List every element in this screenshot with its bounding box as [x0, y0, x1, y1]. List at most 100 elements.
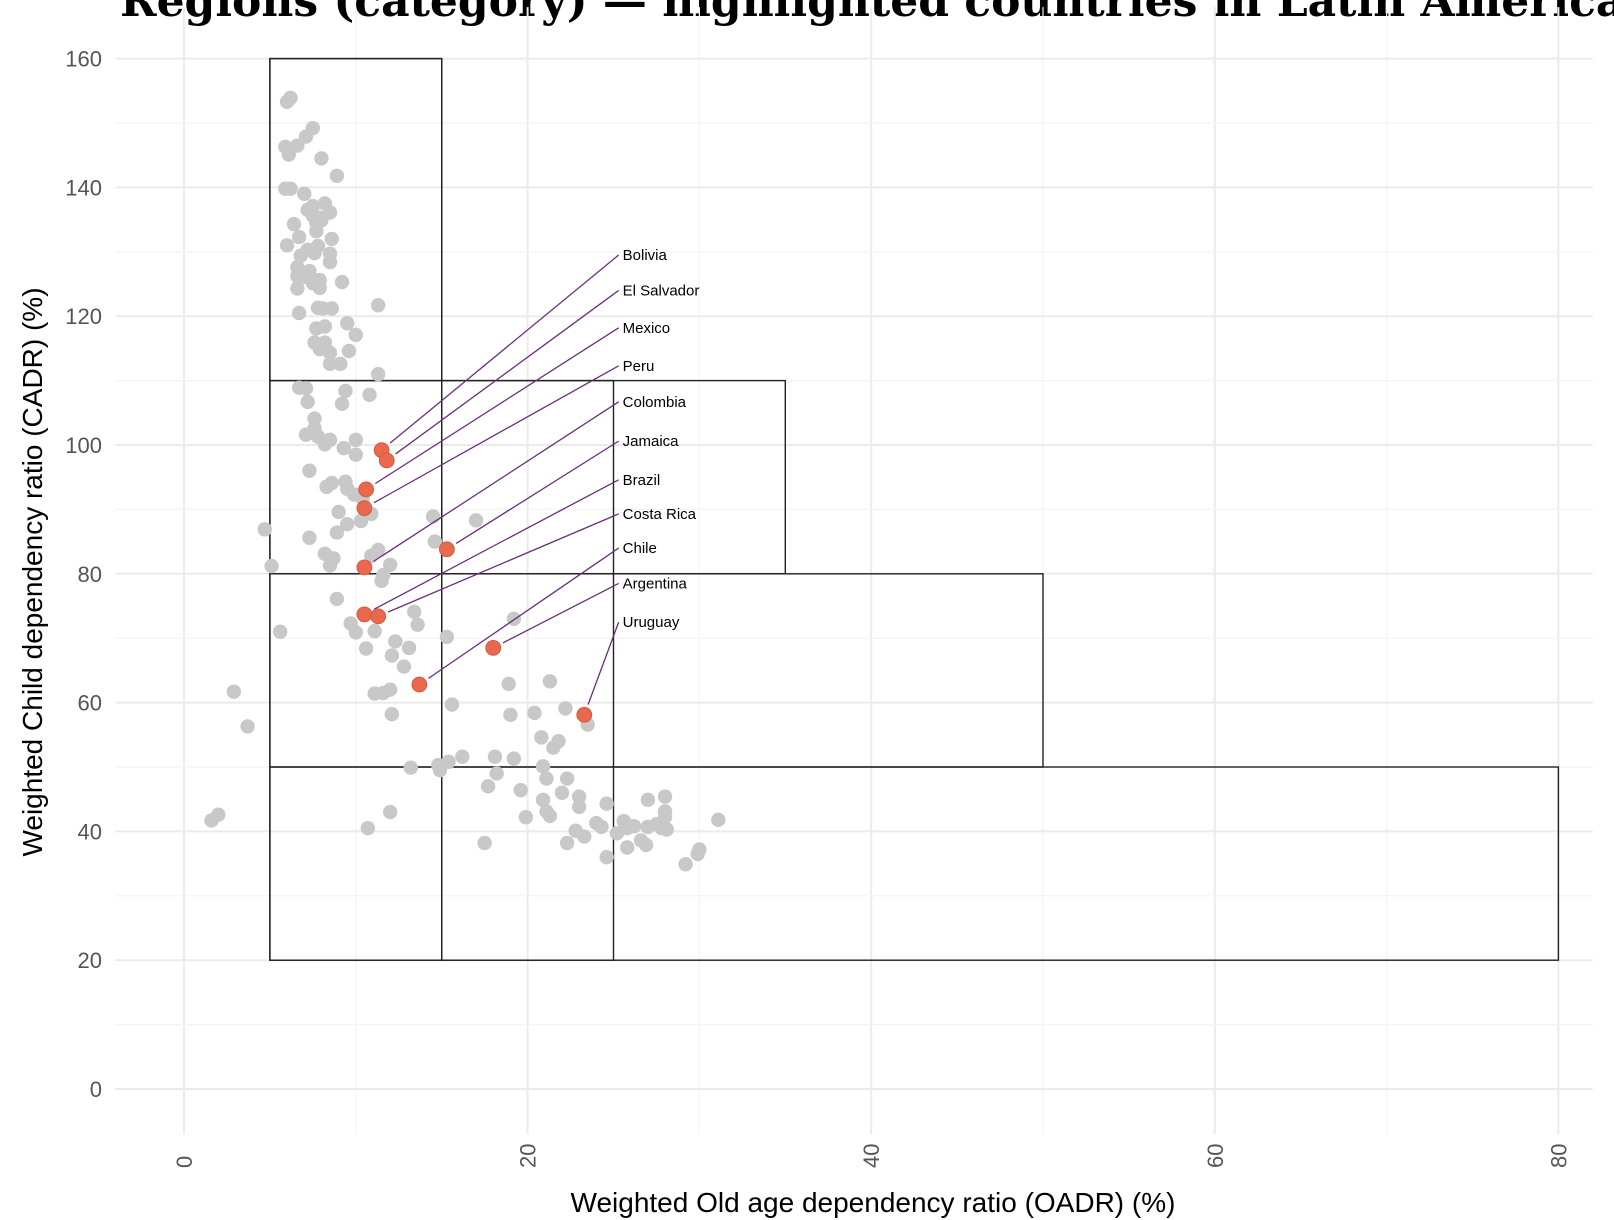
x-tick-label: 20 [516, 1144, 541, 1168]
y-axis-title: Weighted Child dependency ratio (CADR) (… [17, 287, 48, 856]
country-point [477, 835, 492, 851]
country-point [362, 387, 377, 402]
country-point [257, 522, 272, 537]
country-point [577, 829, 592, 844]
country-point [407, 604, 422, 619]
country-point [312, 280, 327, 296]
country-point [640, 819, 656, 835]
country-point [513, 782, 528, 798]
country-point [279, 238, 295, 253]
country-point [293, 248, 309, 263]
x-tick-label: 40 [859, 1144, 884, 1168]
country-label: Brazil [623, 472, 661, 489]
country-point [273, 624, 288, 639]
highlighted-point [370, 608, 387, 625]
leader-line [389, 254, 620, 444]
country-point [336, 441, 351, 456]
country-label: Uruguay [623, 614, 680, 631]
country-point [302, 530, 317, 545]
country-point [439, 629, 455, 645]
country-point [338, 383, 353, 399]
country-label: Costa Rica [623, 506, 697, 523]
country-point [348, 327, 363, 343]
highlighted-point [576, 706, 593, 723]
country-point [489, 766, 504, 781]
country-point [300, 394, 315, 410]
highlighted-point [411, 676, 428, 693]
country-point [638, 837, 654, 853]
country-point [518, 810, 534, 825]
label-leader-lines [373, 254, 620, 705]
country-point [546, 740, 561, 755]
leader-line [455, 440, 620, 545]
country-point [334, 396, 350, 411]
leader-line [395, 289, 620, 455]
country-point [364, 548, 379, 563]
country-point [291, 305, 307, 321]
country-point [348, 447, 363, 462]
y-tick-label: 120 [65, 304, 102, 329]
x-tick-label: 60 [1203, 1144, 1228, 1168]
country-point [374, 573, 389, 589]
country-point [329, 591, 345, 607]
country-label: Colombia [623, 394, 687, 411]
leader-line [388, 513, 619, 613]
country-point [542, 808, 558, 824]
country-point [535, 792, 551, 808]
y-tick-label: 100 [65, 433, 102, 458]
highlighted-point [485, 639, 502, 656]
country-point [322, 558, 338, 573]
country-point [427, 534, 443, 549]
axis-ticks: 0 20 40 60 80 100 120 140 160 0 20 40 60 80 [65, 47, 1571, 1168]
highlighted-point [378, 452, 395, 469]
country-point [290, 281, 305, 296]
country-point [211, 807, 226, 822]
country-point [283, 181, 298, 196]
country-point [425, 509, 441, 524]
y-tick-label: 0 [90, 1077, 102, 1102]
country-point [340, 316, 355, 331]
highlighted-point [356, 559, 373, 576]
country-label: Chile [623, 540, 657, 557]
country-point [384, 648, 400, 663]
highlighted-point [356, 500, 373, 517]
country-point [599, 849, 614, 865]
country-point [506, 751, 522, 766]
country-point [309, 321, 324, 336]
country-labels: Bolivia El Salvador Mexico Peru Colombia Jama… [623, 247, 700, 631]
country-point [329, 168, 345, 184]
x-axis-title: Weighted Old age dependency ratio (OADR)… [571, 1187, 1176, 1218]
country-label: Peru [623, 358, 655, 375]
country-point [281, 147, 296, 162]
x-tick-label: 80 [1546, 1144, 1571, 1168]
country-point [367, 623, 382, 639]
country-point [322, 345, 338, 361]
country-point [331, 504, 346, 520]
country-point [620, 840, 635, 855]
country-point [382, 557, 398, 572]
threshold-boxes [269, 57, 1560, 961]
country-point [348, 625, 363, 640]
country-point [501, 676, 516, 692]
country-point [594, 819, 609, 835]
country-point [432, 763, 448, 778]
country-point [571, 799, 587, 815]
y-tick-label: 160 [65, 47, 102, 72]
country-point [559, 771, 575, 786]
country-point [298, 381, 314, 396]
country-point [657, 789, 673, 804]
other-countries-points [204, 90, 726, 872]
leader-line [373, 365, 619, 504]
country-point [360, 820, 376, 836]
country-point [455, 749, 470, 764]
highlighted-point [358, 481, 375, 498]
leader-line [587, 621, 620, 705]
country-point [298, 427, 314, 442]
country-point [310, 300, 326, 316]
country-point [554, 785, 570, 800]
country-point [609, 826, 625, 841]
country-point [370, 298, 386, 313]
country-point [286, 216, 302, 232]
country-point [283, 90, 298, 106]
country-point [444, 697, 460, 712]
